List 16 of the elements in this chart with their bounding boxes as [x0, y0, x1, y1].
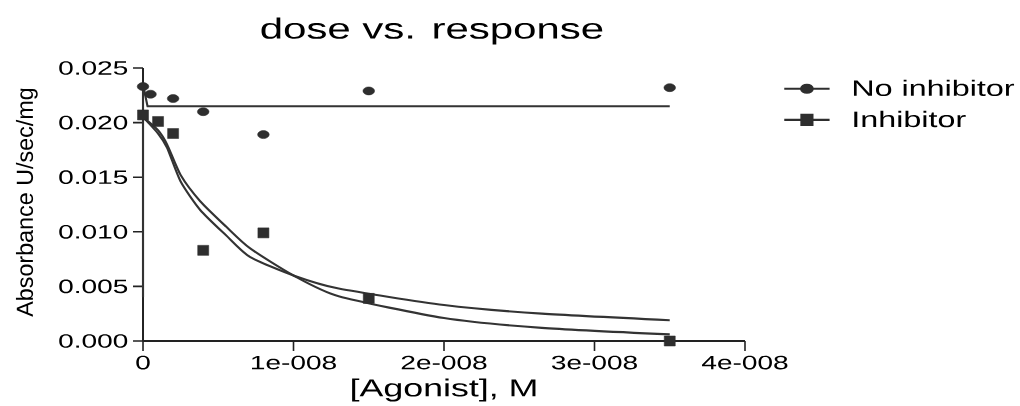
- y-tick-label: 0.025: [59, 61, 128, 75]
- x-tick-label: 4e-008: [702, 355, 788, 370]
- y-tick-label: 0.005: [59, 279, 128, 294]
- x-tick-label: 2e-008: [401, 355, 487, 370]
- x-tick-label: 0: [136, 355, 150, 370]
- x-tick-label: 1e-008: [252, 355, 336, 370]
- legend-label: No inhibitor: [853, 79, 1015, 96]
- y-tick-label: 0.020: [59, 115, 128, 130]
- legend-label: Inhibitor: [854, 110, 966, 128]
- y-tick-label: 0.010: [59, 224, 128, 239]
- y-tick-label: 0.000: [59, 334, 128, 348]
- y-tick-label: 0.015: [59, 170, 128, 185]
- x-axis-title: [Agonist], M: [352, 378, 536, 402]
- y-axis-title: Absorbance U/sec/mg: [15, 88, 38, 317]
- x-tick-label: 3e-008: [551, 355, 637, 370]
- chart-title: dose vs. response: [261, 17, 603, 45]
